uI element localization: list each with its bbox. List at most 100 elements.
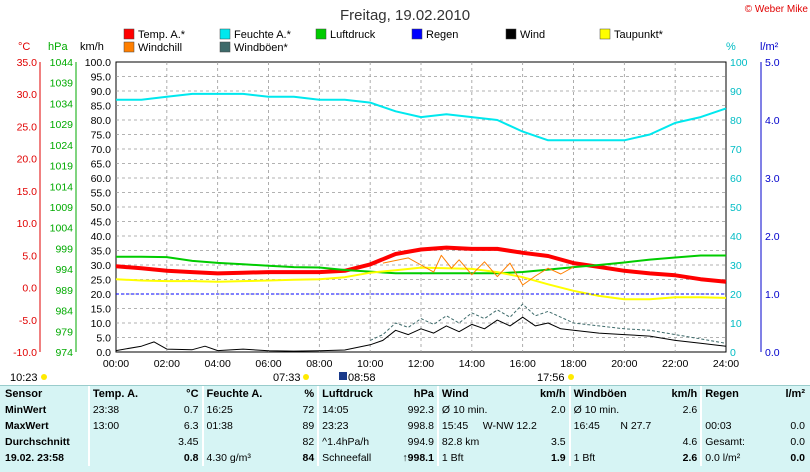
wind-val: 1.9 (551, 452, 566, 464)
sun-icon-left (41, 374, 47, 380)
x-tick-label: 20:00 (611, 358, 637, 370)
wind-tick-label: 90.0 (91, 86, 112, 98)
wind-tick-label: 20.0 (91, 289, 112, 301)
wind-tick-label: 85.0 (91, 101, 112, 113)
pressure-tick-label: 1004 (50, 223, 74, 235)
rain-time: 00:03 (700, 418, 765, 434)
temp-tick-label: -5.0 (19, 315, 37, 327)
wind-tick-label: 65.0 (91, 159, 112, 171)
pressure-tick-label: 974 (55, 347, 73, 359)
temp-tick-label: 5.0 (22, 250, 37, 262)
pressure-tick-label: 989 (55, 285, 73, 297)
unit-hpa: hPa (48, 41, 68, 53)
legend-swatch (219, 41, 231, 53)
hdr-hum: Feuchte A. (201, 386, 272, 402)
hum-time: 16:25 (201, 402, 272, 418)
credit-label: © Weber Mike (745, 4, 809, 15)
row-label: MaxWert (5, 420, 49, 432)
wind-tick-label: 50.0 (91, 202, 112, 214)
legend-label: Wind (520, 29, 545, 41)
temp-tick-label: 35.0 (17, 57, 38, 69)
pressure-tick-label: 1039 (50, 78, 74, 90)
x-tick-label: 06:00 (255, 358, 281, 370)
legend-swatch (599, 28, 611, 40)
hdr-wind-unit: km/h (539, 388, 566, 400)
legend-swatch (123, 41, 135, 53)
hum-val: 89 (302, 420, 315, 432)
press-val: 998.8 (407, 420, 434, 432)
hdr-wind: Wind (436, 386, 525, 402)
humidity-tick-label: 10 (730, 318, 742, 330)
rain-time (700, 402, 765, 418)
stats-row-min: MinWert 23:38 0.7 16:25 72 14:05 992.3 Ø… (2, 402, 808, 418)
x-tick-label: 18:00 (560, 358, 586, 370)
stats-row-max: MaxWert 13:00 6.3 01:38 89 23:23 998.8 1… (2, 418, 808, 434)
press-val: ↑998.1 (402, 452, 434, 464)
humidity-tick-label: 30 (730, 260, 742, 272)
wind-tick-label: 0.0 (96, 347, 111, 359)
wind-tick-label: 100.0 (85, 57, 111, 69)
wind-tick-label: 10.0 (91, 318, 112, 330)
temp-tick-label: 20.0 (17, 154, 38, 166)
rain-time: 0.0 l/m² (700, 450, 765, 466)
moon-label: 08:58 (348, 372, 376, 384)
temp-tick-label: 10.0 (17, 218, 38, 230)
wind-tick-label: 60.0 (91, 173, 112, 185)
x-tick-label: 10:00 (357, 358, 383, 370)
temp-time: 13:00 (87, 418, 156, 434)
wind-tick-label: 45.0 (91, 217, 112, 229)
pressure-tick-label: 999 (55, 243, 73, 255)
rain-tick-label: 1.0 (765, 289, 780, 301)
temp-val: 3.45 (178, 436, 199, 448)
x-tick-label: 24:00 (713, 358, 739, 370)
row-label: Durchschnitt (5, 436, 70, 448)
legend-label: Temp. A.* (138, 29, 186, 41)
x-tick-label: 16:00 (510, 358, 536, 370)
unit-pct: % (726, 41, 736, 53)
x-tick-label: 22:00 (662, 358, 688, 370)
temp-tick-label: 15.0 (17, 186, 38, 198)
wind-desc: Ø 10 min. (436, 402, 525, 418)
legend: Temp. A.* Feuchte A.* Luftdruck Regen Wind Ta… (123, 28, 664, 54)
temp-time: 23:38 (87, 402, 156, 418)
hum-val: 84 (302, 452, 315, 464)
wind-val: 3.5 (551, 436, 566, 448)
temp-time (87, 434, 156, 450)
gust-desc (568, 434, 657, 450)
x-tick-label: 14:00 (459, 358, 485, 370)
temp-tick-label: 25.0 (17, 121, 38, 133)
hdr-hum-unit: % (304, 388, 315, 400)
pressure-tick-label: 1034 (50, 98, 74, 110)
wind-tick-label: 70.0 (91, 144, 112, 156)
hdr-press-unit: hPa (413, 388, 434, 400)
time-left-label: 10:23 (10, 372, 38, 384)
hdr-rain: Regen (700, 386, 765, 402)
row-label: MinWert (5, 404, 47, 416)
humidity-tick-label: 50 (730, 202, 742, 214)
legend-label: Luftdruck (330, 29, 376, 41)
stats-panel: Sensor Temp. A. °C Feuchte A. % Luftdruc… (0, 385, 810, 472)
humidity-tick-label: 40 (730, 231, 742, 243)
pressure-tick-label: 1029 (50, 119, 74, 131)
gust-val: 2.6 (682, 452, 698, 464)
series-windchill (382, 254, 574, 286)
gust-desc: 16:45 N 27.7 (568, 418, 702, 434)
legend-swatch (123, 28, 135, 40)
wind-desc: 82.8 km (436, 434, 525, 450)
humidity-tick-label: 80 (730, 115, 742, 127)
hdr-gust-unit: km/h (671, 388, 698, 400)
row-label: 19.02. 23:58 (5, 452, 64, 464)
pressure-tick-label: 994 (55, 264, 73, 276)
wind-desc: 1 Bft (436, 450, 525, 466)
series-taupunkt (115, 266, 727, 301)
gust-val: 2.6 (682, 404, 698, 416)
hdr-temp: Temp. A. (87, 386, 156, 402)
x-tick-label: 04:00 (205, 358, 231, 370)
hum-time: 01:38 (201, 418, 272, 434)
unit-kmh: km/h (80, 41, 104, 53)
moon-icon (339, 372, 347, 380)
chart-title: Freitag, 19.02.2010 (340, 7, 470, 24)
gust-desc: 1 Bft (568, 450, 657, 466)
hum-time (201, 434, 272, 450)
